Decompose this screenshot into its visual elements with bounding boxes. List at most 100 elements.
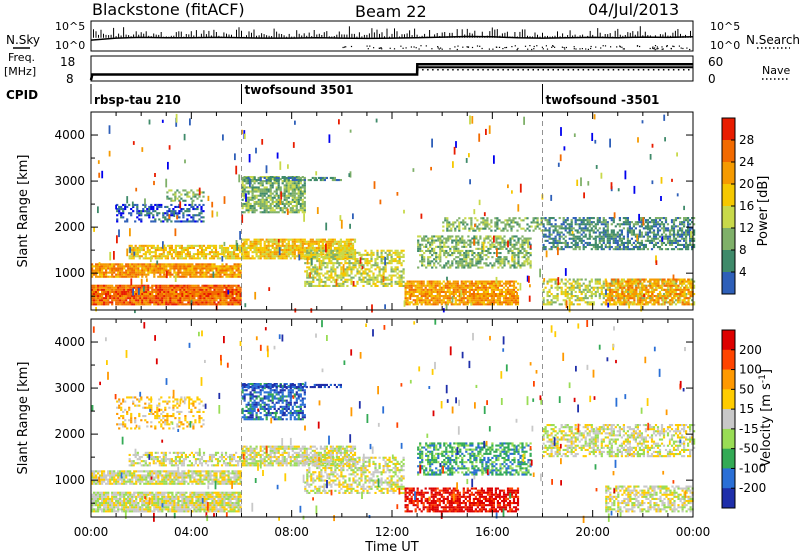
heatmap-cell <box>255 238 258 241</box>
heatmap-cell <box>175 290 178 293</box>
nsearch-point <box>393 48 396 50</box>
heatmap-cell <box>157 265 160 268</box>
heatmap-cell <box>255 253 258 256</box>
nave-point <box>306 74 309 76</box>
heatmap-cell <box>231 251 234 254</box>
heatmap-cell <box>441 266 444 269</box>
heatmap-cell <box>414 303 417 306</box>
heatmap-cell <box>333 240 336 243</box>
heatmap-cell <box>504 225 507 228</box>
heatmap-cell <box>336 255 339 258</box>
heatmap-cell <box>434 280 437 283</box>
heatmap-cell <box>263 251 266 254</box>
heatmap-cell <box>225 263 228 266</box>
heatmap-cell <box>421 264 424 267</box>
heatmap-cell <box>192 195 195 198</box>
heatmap-cell <box>482 297 485 300</box>
heatmap-cell <box>435 239 438 242</box>
heatmap-cell <box>281 249 284 252</box>
heatmap-cell <box>170 189 173 192</box>
heatmap-cell <box>289 194 292 197</box>
heatmap-cell <box>376 284 379 287</box>
heatmap-cell <box>423 245 426 248</box>
heatmap-cell <box>202 220 205 223</box>
heatmap-cell <box>204 253 208 256</box>
heatmap-cell <box>231 301 234 304</box>
heatmap-cell <box>496 225 499 228</box>
heatmap-cell <box>198 218 201 221</box>
nsearch-point <box>542 48 544 50</box>
heatmap-cell <box>380 249 383 252</box>
heatmap-cell <box>179 267 182 270</box>
heatmap-cell <box>299 207 302 210</box>
heatmap-cell <box>144 253 147 256</box>
heatmap-cell <box>320 255 323 258</box>
heatmap-cell <box>488 282 491 285</box>
heatmap-cell <box>285 196 288 199</box>
heatmap-cell <box>425 245 428 248</box>
heatmap-cell <box>265 186 268 189</box>
heatmap-cell <box>323 246 326 249</box>
heatmap-cell <box>441 241 444 244</box>
heatmap-cell <box>209 286 212 289</box>
heatmap-cell <box>197 286 200 289</box>
heatmap-cell <box>253 190 256 193</box>
heatmap-cell <box>239 293 242 296</box>
heatmap-cell <box>117 288 120 291</box>
heatmap-cell <box>450 223 453 226</box>
heatmap-cell <box>217 303 220 306</box>
heatmap-cell <box>521 239 524 242</box>
heatmap-cell <box>325 249 328 252</box>
heatmap-cell <box>255 209 258 212</box>
heatmap-cell <box>101 284 104 287</box>
heatmap-cell <box>188 251 191 254</box>
heatmap-cell <box>366 251 369 254</box>
heatmap-cell <box>289 253 292 256</box>
heatmap-cell <box>259 238 262 241</box>
heatmap-cell <box>152 208 155 211</box>
heatmap-cell <box>378 280 381 283</box>
heatmap-cell <box>478 303 481 306</box>
heatmap-cell <box>125 271 128 274</box>
heatmap-cell <box>463 258 466 261</box>
heatmap-cell <box>306 282 309 285</box>
heatmap-cell <box>239 288 242 291</box>
heatmap-cell <box>233 263 236 266</box>
heatmap-cell <box>418 297 421 300</box>
heatmap-cell <box>257 198 260 201</box>
heatmap-cell <box>245 238 248 241</box>
heatmap-cell <box>154 253 157 256</box>
heatmap-cell <box>458 299 461 302</box>
heatmap-cell <box>267 238 270 241</box>
nave-tick-bottom: 0 <box>708 72 716 86</box>
heatmap-cell <box>141 284 144 287</box>
heatmap-cell <box>283 202 286 205</box>
heatmap-cell <box>386 255 389 258</box>
heatmap-cell <box>438 290 441 293</box>
heatmap-cell <box>173 284 176 287</box>
heatmap-cell <box>176 244 179 247</box>
heatmap-cell <box>436 297 439 300</box>
nave-point <box>657 69 660 71</box>
heatmap-cell <box>277 257 280 260</box>
heatmap-cell <box>253 182 256 185</box>
heatmap-cell <box>156 205 159 208</box>
heatmap-cell <box>151 284 154 287</box>
heatmap-cell <box>215 290 218 293</box>
heatmap-cell <box>462 221 465 224</box>
heatmap-cell <box>137 269 140 272</box>
heatmap-cell <box>299 246 302 249</box>
heatmap-cell <box>97 301 100 304</box>
heatmap-cell <box>506 282 510 285</box>
heatmap-cell <box>199 263 202 266</box>
nave-point <box>377 74 379 76</box>
heatmap-cell <box>241 184 244 187</box>
heatmap-cell <box>121 273 124 276</box>
nsearch-point <box>652 47 654 49</box>
heatmap-cell <box>145 273 148 276</box>
heatmap-cell <box>147 265 150 268</box>
heatmap-cell <box>517 249 520 252</box>
heatmap-cell <box>328 274 331 277</box>
heatmap-cell <box>97 299 100 302</box>
heatmap-cell <box>115 290 118 293</box>
